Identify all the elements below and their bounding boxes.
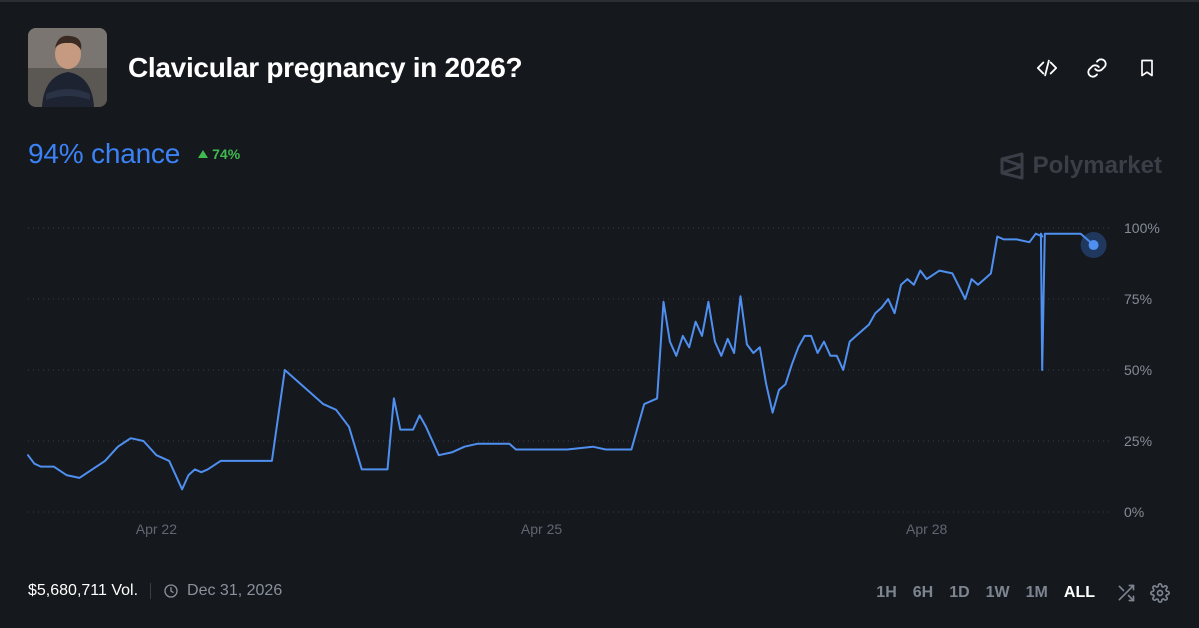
- copy-link-button[interactable]: [1085, 56, 1109, 80]
- y-tick-label: 25%: [1124, 433, 1152, 449]
- person-avatar-icon: [28, 28, 107, 107]
- change-value: 74%: [212, 146, 241, 162]
- bookmark-button[interactable]: [1135, 56, 1159, 80]
- top-border: [0, 0, 1199, 2]
- x-tick-label: Apr 22: [136, 521, 177, 537]
- range-6h[interactable]: 6H: [912, 584, 934, 601]
- range-1m[interactable]: 1M: [1025, 584, 1048, 601]
- y-tick-label: 0%: [1124, 504, 1144, 520]
- range-all[interactable]: ALL: [1063, 584, 1095, 601]
- range-1h[interactable]: 1H: [876, 584, 897, 601]
- change-indicator: 74%: [198, 146, 240, 162]
- chance-row: 94% chance 74%: [28, 138, 240, 170]
- x-tick-label: Apr 25: [521, 521, 562, 537]
- header-actions: [1035, 56, 1159, 80]
- volume-text: $5,680,711 Vol.: [28, 582, 139, 599]
- y-tick-label: 100%: [1124, 220, 1160, 236]
- price-chart[interactable]: Apr 22 Apr 25 Apr 28 100% 75% 50% 25% 0%: [0, 190, 1199, 550]
- brand-watermark: Polymarket: [999, 152, 1162, 180]
- range-selector: 1H 6H 1D 1W 1M ALL: [868, 582, 1171, 604]
- bookmark-icon: [1141, 59, 1153, 77]
- shuffle-icon: [1118, 584, 1135, 602]
- current-point: [1088, 240, 1099, 251]
- series-line: [27, 232, 1095, 491]
- end-date-text: Dec 31, 2026: [187, 582, 283, 599]
- market-title: Clavicular pregnancy in 2026?: [128, 52, 523, 83]
- brand-name: Polymarket: [1032, 152, 1162, 179]
- end-date: Dec 31, 2026: [163, 582, 282, 600]
- divider: [150, 583, 152, 599]
- polymarket-logo-icon: [1000, 152, 1024, 180]
- range-1w[interactable]: 1W: [985, 584, 1010, 601]
- market-avatar: [28, 28, 107, 107]
- y-tick-label: 50%: [1124, 362, 1152, 378]
- code-icon: [1036, 59, 1058, 77]
- shuffle-button[interactable]: [1115, 582, 1137, 604]
- settings-button[interactable]: [1149, 582, 1171, 604]
- y-tick-label: 75%: [1124, 291, 1152, 307]
- market-header: Clavicular pregnancy in 2026?: [28, 28, 1159, 108]
- triangle-up-icon: [198, 150, 209, 158]
- market-meta: $5,680,711 Vol. Dec 31, 2026: [28, 582, 282, 600]
- range-1d[interactable]: 1D: [949, 584, 970, 601]
- embed-button[interactable]: [1035, 56, 1059, 80]
- clock-icon: [164, 584, 178, 598]
- chance-value: 94% chance: [28, 138, 181, 169]
- link-icon: [1087, 58, 1107, 78]
- x-tick-label: Apr 28: [906, 521, 947, 537]
- gear-icon: [1150, 583, 1170, 603]
